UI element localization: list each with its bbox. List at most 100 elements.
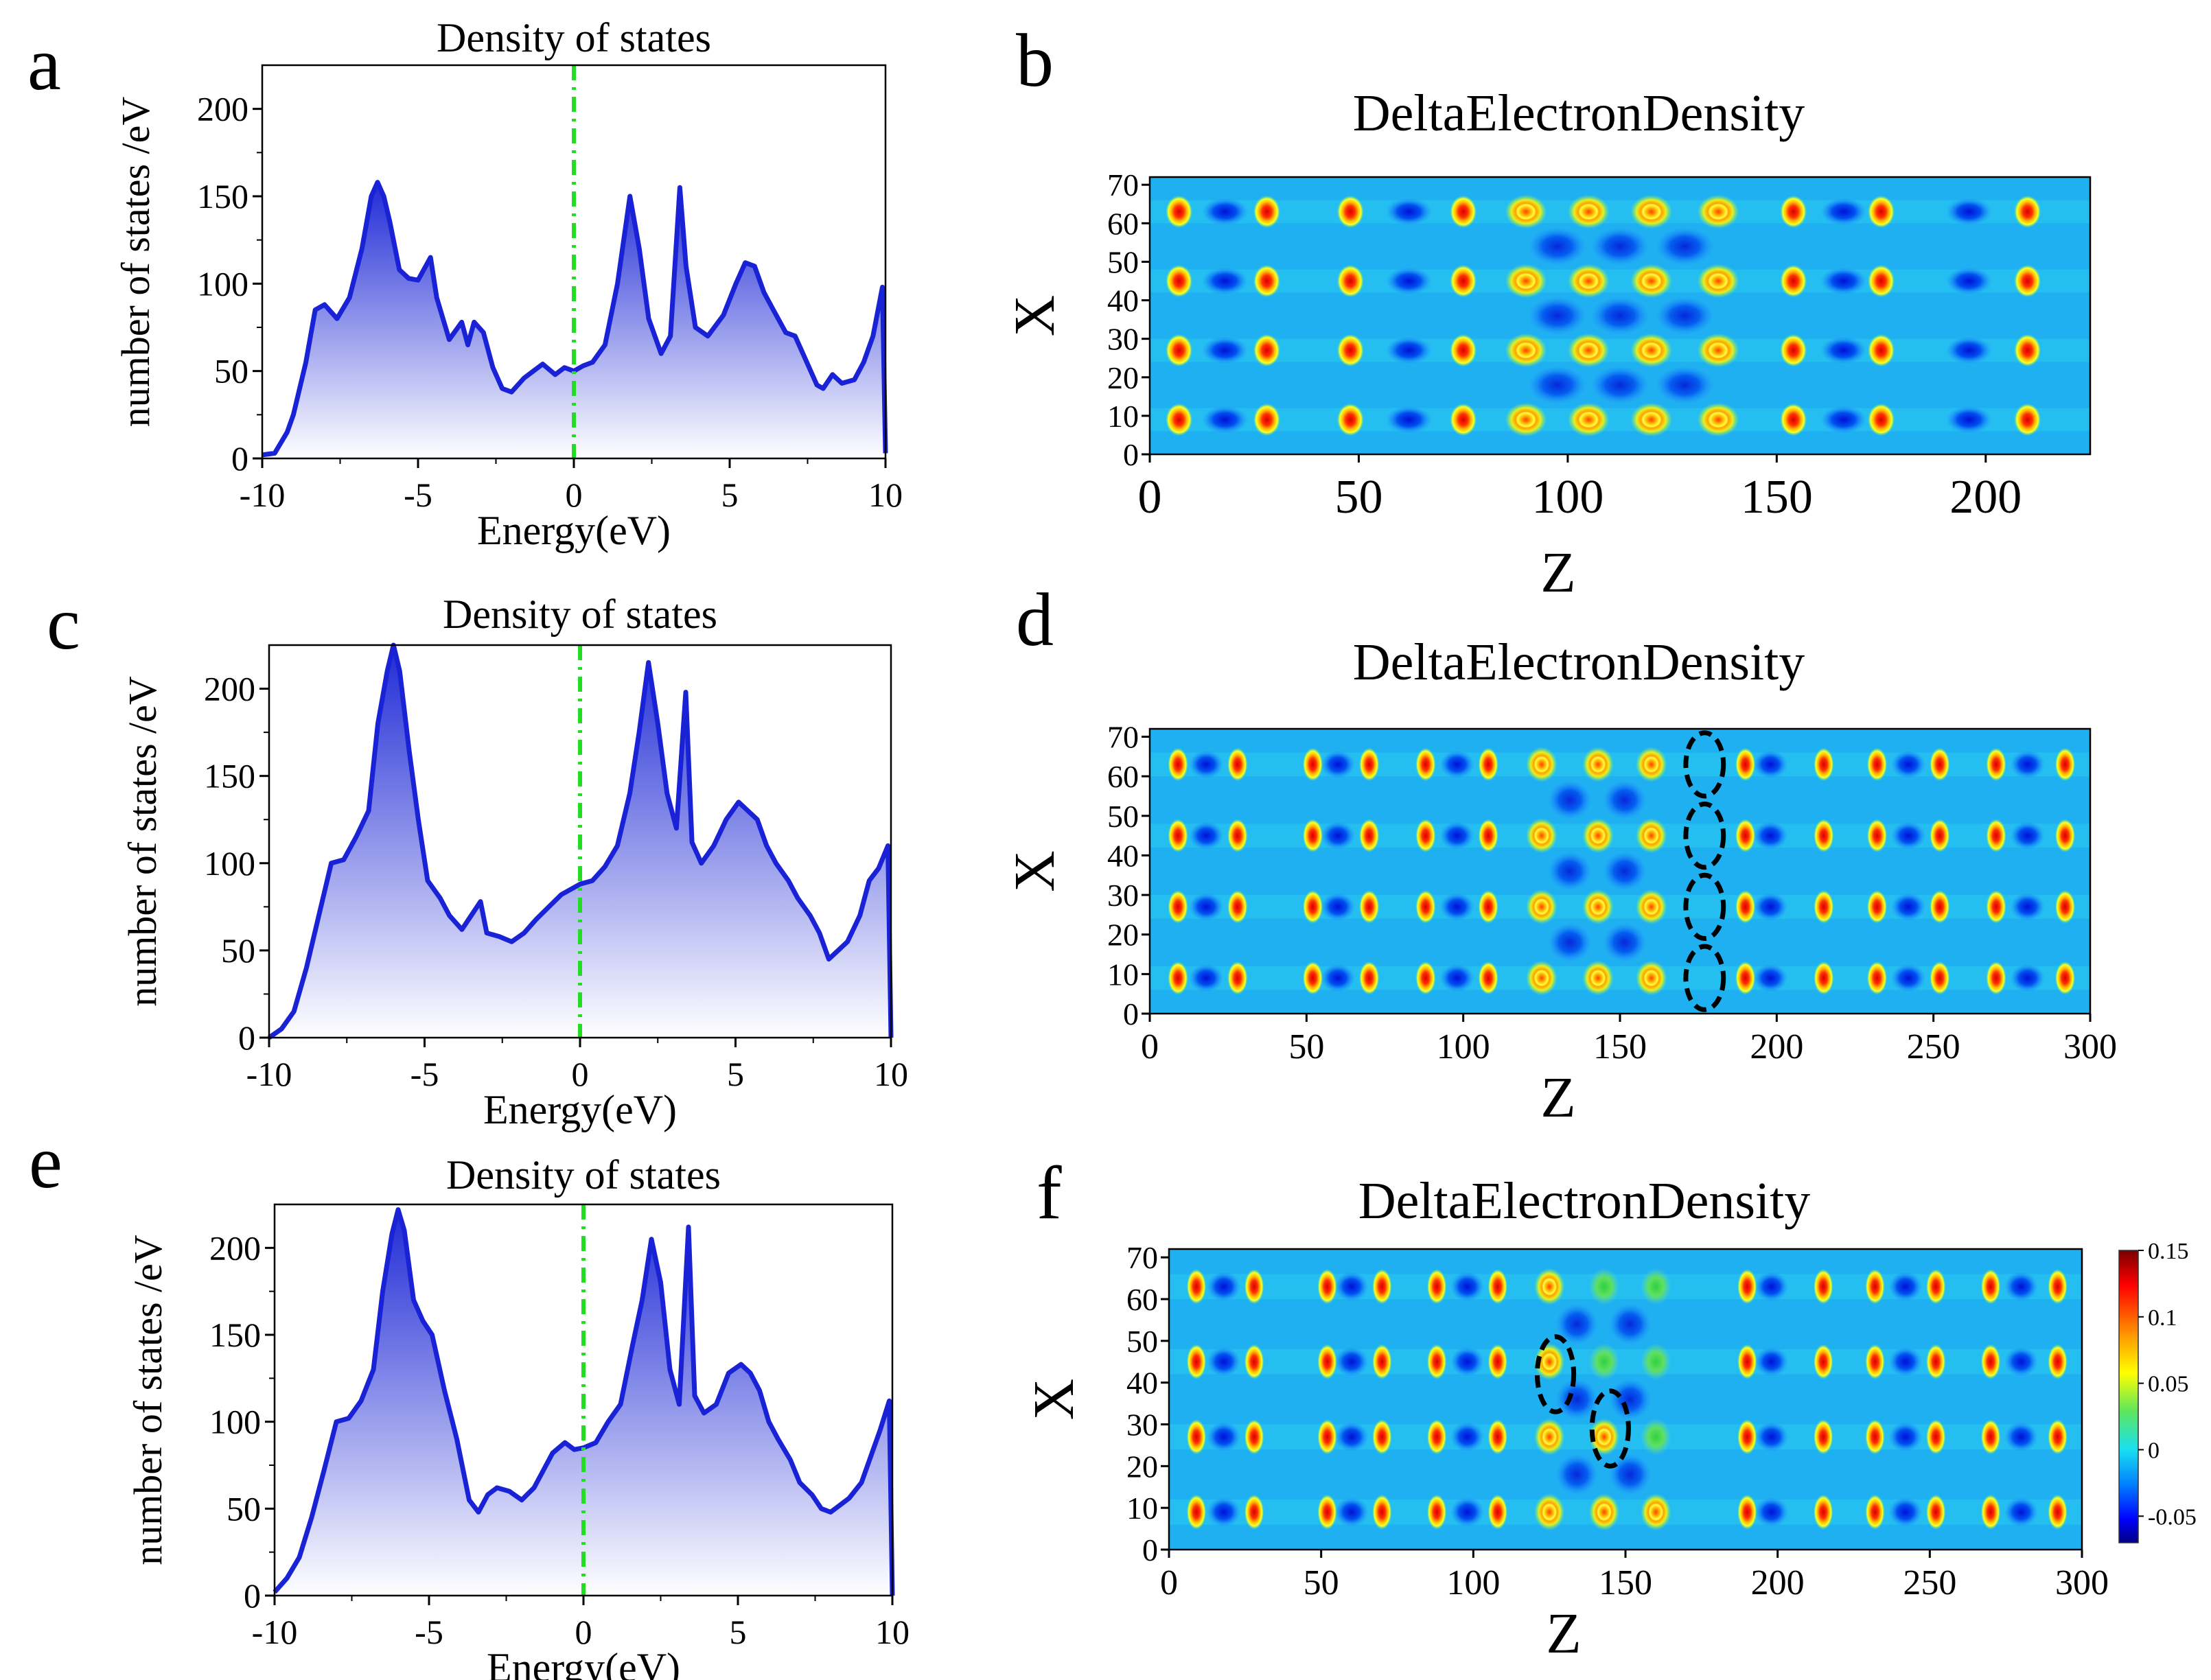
dashed-ring-annotation <box>1534 1334 1577 1414</box>
blue-well <box>1386 336 1432 364</box>
y-tick-label: 0 <box>244 1576 261 1615</box>
x-tick-label: 50 <box>1334 471 1382 524</box>
y-tick-label: 50 <box>221 931 255 970</box>
blue-well <box>1590 226 1649 266</box>
blue-well <box>2004 1421 2038 1452</box>
blue-well <box>1528 296 1587 336</box>
blue-well <box>1555 1378 1599 1421</box>
atom-round <box>1588 1418 1620 1456</box>
dos-series-line <box>262 180 888 458</box>
blue-well <box>1590 365 1649 405</box>
blue-well <box>1590 296 1649 336</box>
blue-well <box>1655 296 1714 336</box>
blue-well <box>1320 964 1356 992</box>
x-tick-label: 10 <box>875 1613 910 1651</box>
atom-round <box>1641 1418 1671 1456</box>
blue-well <box>1891 821 1926 850</box>
atom-hotspot <box>1450 403 1477 436</box>
atom-hotspot <box>1359 961 1380 995</box>
atom-hotspot <box>2014 334 2041 367</box>
x-axis-label: Z <box>1540 541 1575 605</box>
atom-hotspot <box>2014 403 2041 436</box>
x-axis-label: Z <box>1540 1066 1575 1130</box>
atom-round <box>1534 1268 1565 1305</box>
blue-well <box>2010 964 2045 992</box>
atom-round <box>1588 1343 1620 1381</box>
atom-hotspot <box>1986 819 2006 852</box>
blue-well <box>1334 1346 1369 1377</box>
blue-well <box>2010 750 2045 779</box>
atom-hotspot <box>1227 747 1248 782</box>
blue-well <box>1439 964 1474 992</box>
blue-well <box>1655 226 1714 266</box>
y-tick-label: 70 <box>1107 167 1139 202</box>
y-tick-label: 10 <box>1126 1491 1158 1526</box>
atom-hotspot <box>1253 264 1280 298</box>
y-tick-label: 20 <box>1107 918 1139 953</box>
x-tick-label: 0 <box>1138 471 1162 524</box>
atom-hotspot <box>1986 747 2006 782</box>
atom-round <box>1582 747 1614 782</box>
colorbar-tick-label: 0.1 <box>2148 1305 2177 1331</box>
dashed-ring-annotation <box>1589 1388 1631 1469</box>
atom-round <box>1534 1493 1565 1531</box>
atom-hotspot <box>1866 961 1888 995</box>
atom-hotspot <box>1980 1344 2001 1379</box>
atom-round <box>1588 1493 1620 1531</box>
y-tick-label: 10 <box>1107 399 1139 434</box>
atom-hotspot <box>1865 1494 1885 1530</box>
atom-hotspot <box>2054 961 2076 995</box>
blue-well <box>1439 750 1474 779</box>
atom-round <box>1641 1343 1671 1381</box>
atom-hotspot <box>1244 1269 1264 1305</box>
y-axis-label: X <box>1022 1379 1086 1421</box>
x-tick-label: 150 <box>1599 1563 1652 1602</box>
chart-title: DeltaElectronDensity <box>1358 1172 1810 1230</box>
x-tick-label: -5 <box>415 1613 443 1651</box>
y-tick-label: 40 <box>1107 283 1139 318</box>
y-tick-label: 60 <box>1107 206 1139 241</box>
atom-round <box>1697 402 1739 437</box>
panel-letter-a: a <box>27 22 61 106</box>
atom-hotspot <box>1868 264 1895 298</box>
atom-round <box>1630 402 1673 437</box>
atom-hotspot <box>1926 1419 1946 1455</box>
y-axis-label: number of states /eV <box>113 97 158 428</box>
blue-well <box>1602 922 1647 963</box>
blue-well <box>1450 1346 1484 1377</box>
atom-hotspot <box>2048 1494 2068 1530</box>
atom-round <box>1567 333 1610 368</box>
atom-hotspot <box>1186 1269 1207 1305</box>
atom-hotspot <box>1487 1419 1507 1455</box>
blue-well <box>1888 1271 1923 1302</box>
atom-round <box>1635 960 1667 996</box>
blue-well <box>1450 1271 1484 1302</box>
row-band <box>1150 408 2090 432</box>
x-tick-label: 150 <box>1741 471 1813 524</box>
x-tick-label: 150 <box>1593 1027 1647 1066</box>
atom-hotspot <box>2048 1344 2068 1379</box>
chart-title: DeltaElectronDensity <box>1353 84 1805 142</box>
atom-hotspot <box>1168 890 1188 924</box>
atom-round <box>1582 889 1614 924</box>
x-axis-label: Energy(eV) <box>477 508 671 553</box>
atom-hotspot <box>1415 819 1436 852</box>
atom-hotspot <box>1227 890 1248 924</box>
y-tick-label: 50 <box>1126 1324 1158 1359</box>
atom-hotspot <box>1426 1419 1447 1455</box>
x-tick-label: 0 <box>575 1613 592 1651</box>
x-tick-label: 0 <box>1141 1027 1159 1066</box>
atom-round <box>1635 747 1667 782</box>
blue-well <box>1820 267 1867 295</box>
blue-well <box>1202 198 1249 226</box>
atom-hotspot <box>1813 1419 1833 1455</box>
blue-well <box>1820 406 1867 434</box>
x-tick-label: 200 <box>1751 1563 1805 1602</box>
y-tick-label: 30 <box>1126 1408 1158 1443</box>
atom-hotspot <box>1735 747 1756 782</box>
dos-panel-c: c Density of states-10 -5 0 5 10050100150200E… <box>47 581 908 1132</box>
x-tick-label: 250 <box>1907 1027 1960 1066</box>
atom-hotspot <box>1317 1344 1337 1379</box>
atom-hotspot <box>1930 819 1950 852</box>
